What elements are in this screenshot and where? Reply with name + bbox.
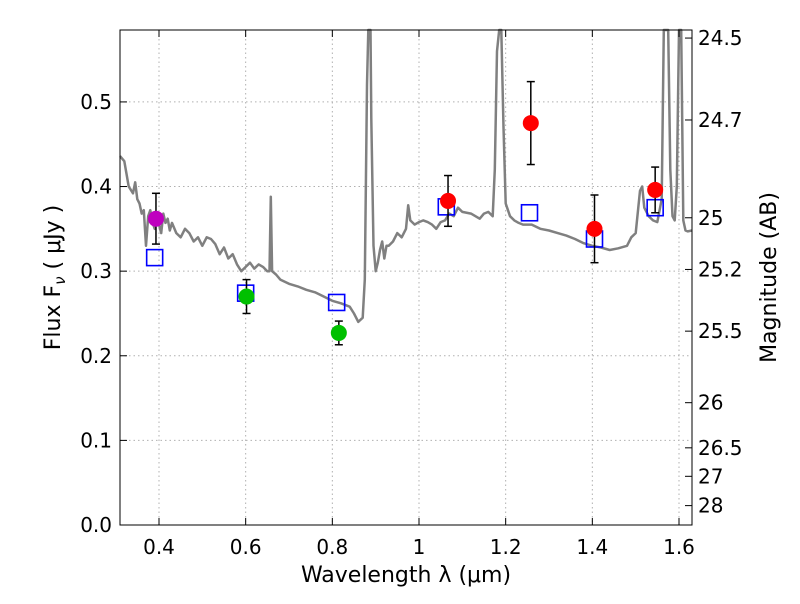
right-axis-label: Magnitude (AB) [757,192,782,363]
model-square-marker [327,293,346,312]
right-tick-label: 28 [698,494,723,518]
model-series [145,198,664,312]
y-tick-label: 0.4 [80,175,112,199]
x-tick-label: 0.8 [316,535,348,559]
observed-series [147,80,664,346]
observed-point [147,210,164,227]
x-tick-label: 1.4 [576,535,608,559]
x-tick-label: 0.4 [143,535,175,559]
spectrum-line [119,28,693,324]
plot-frame [119,29,693,526]
y-tick-label: 0.2 [80,344,112,368]
model-square-marker [520,203,539,222]
observed-point [647,181,664,198]
observed-point [586,220,603,237]
x-axis-label: Wavelength λ (μm) [301,563,511,588]
right-tick-label: 27 [698,464,723,488]
observed-point [522,115,539,132]
y-tick-label: 0.0 [80,513,112,537]
right-tick-label: 25 [698,206,723,230]
y-axis-label-unit: ( μJy ) [41,205,66,277]
x-tick-label: 1.2 [490,535,522,559]
y-axis-label: Flux Fν ( μJy ) [41,205,69,350]
right-tick-label: 25.5 [698,319,743,343]
x-tick-label: 1 [413,535,426,559]
y-axis-label-main: Flux F [41,285,66,350]
y-tick-label: 0.3 [80,259,112,283]
right-tick-label: 26.5 [698,436,743,460]
observed-point [330,324,347,341]
right-tick-label: 24.7 [698,108,743,132]
right-tick-label: 26 [698,391,723,415]
y-tick-label: 0.1 [80,428,112,452]
model-square-marker [145,248,164,267]
x-tick-label: 1.6 [663,535,695,559]
right-tick-label: 25.2 [698,257,743,281]
y-tick-label: 0.5 [80,90,112,114]
axis-ticks: 0.4 0.6 0.8 1 1.2 1.4 1.6 0.0 0.1 0.2 0.3 0.4 0.5 24.… [80,26,742,559]
observed-point [238,288,255,305]
y-axis-label-sub: ν [51,276,69,284]
right-tick-label: 24.5 [698,26,743,50]
observed-point [440,192,457,209]
x-tick-label: 0.6 [230,535,262,559]
spectrum-series [119,28,693,324]
grid [120,30,692,526]
